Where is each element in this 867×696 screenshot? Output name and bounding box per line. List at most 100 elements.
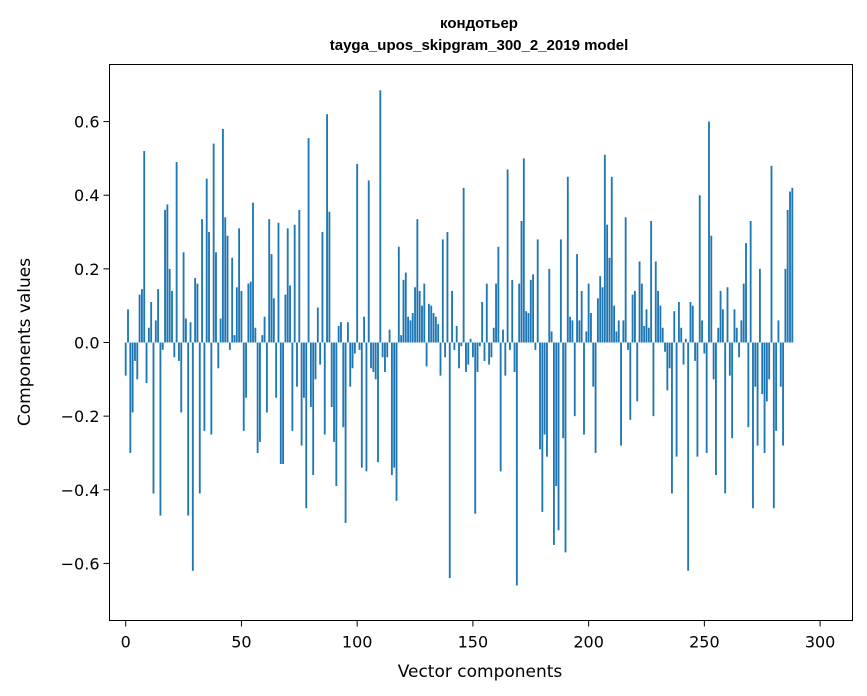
y-tick-label: 0.0	[74, 334, 99, 353]
bar-207	[603, 154, 606, 343]
bar-81	[312, 342, 315, 476]
bar-167	[511, 279, 514, 343]
bar-27	[187, 342, 190, 516]
bar-139	[446, 232, 449, 343]
bar-18	[166, 204, 169, 343]
bar-231	[659, 305, 662, 343]
bar-26	[184, 318, 187, 343]
bar-64	[272, 298, 275, 343]
bar-249	[701, 320, 703, 343]
bar-276	[763, 342, 766, 453]
bar-156	[485, 283, 488, 343]
x-tick-label: 150	[458, 633, 489, 652]
bar-135	[437, 324, 440, 343]
bar-270	[749, 220, 752, 343]
bar-73	[293, 224, 296, 343]
y-tick-label: −0.2	[61, 407, 100, 426]
bar-155	[483, 342, 486, 361]
bar-244	[689, 302, 692, 343]
bar-172	[522, 158, 525, 343]
bar-131	[427, 303, 430, 343]
bar-132	[430, 305, 433, 343]
bar-263	[733, 309, 736, 343]
bar-233	[664, 342, 666, 352]
bar-250	[703, 342, 706, 354]
bar-98	[351, 342, 354, 369]
bar-89	[330, 342, 333, 407]
bar-103	[363, 316, 366, 343]
bar-67	[279, 342, 282, 465]
bar-101	[358, 342, 361, 350]
bar-9	[145, 342, 148, 383]
bar-180	[541, 342, 544, 512]
bar-120	[402, 279, 405, 343]
bar-275	[761, 342, 764, 395]
bar-7	[140, 289, 143, 343]
y-tick-label: −0.4	[61, 481, 100, 500]
bar-239	[677, 302, 680, 343]
bar-34	[203, 342, 206, 431]
bar-173	[525, 311, 528, 343]
bar-159	[492, 327, 495, 343]
bar-216	[624, 217, 627, 343]
bar-66	[277, 222, 280, 343]
bar-97	[349, 342, 352, 387]
bar-209	[608, 257, 611, 343]
bar-121	[404, 272, 407, 343]
bar-259	[724, 342, 727, 494]
bar-279	[770, 165, 773, 343]
bar-23	[178, 342, 180, 361]
bar-134	[434, 316, 437, 343]
bar-147	[465, 342, 467, 372]
bar-141	[451, 290, 453, 343]
bar-21	[173, 342, 176, 358]
bar-170	[518, 283, 521, 343]
bar-127	[418, 290, 421, 343]
bar-100	[356, 163, 359, 343]
bar-32	[198, 342, 201, 494]
bar-57	[256, 342, 259, 453]
bar-125	[414, 287, 416, 343]
bar-110	[379, 90, 382, 343]
bar-157	[488, 342, 491, 365]
bar-68	[282, 342, 285, 465]
bar-54	[249, 281, 252, 343]
bar-72	[291, 342, 294, 431]
bar-20	[171, 290, 173, 343]
bar-102	[360, 342, 363, 468]
bar-6	[138, 294, 141, 343]
bar-45	[228, 342, 231, 350]
x-tick-label: 250	[689, 633, 720, 652]
bar-115	[390, 342, 393, 476]
x-tick-label: 50	[231, 633, 251, 652]
bar-200	[587, 283, 590, 343]
bar-195	[576, 254, 578, 343]
bar-262	[731, 342, 734, 439]
bar-272	[754, 342, 757, 387]
bar-287	[789, 191, 791, 343]
bar-198	[583, 342, 585, 435]
bar-261	[728, 342, 731, 376]
bar-234	[666, 342, 669, 391]
bar-75	[298, 209, 301, 343]
bar-51	[242, 342, 245, 431]
bar-215	[622, 320, 625, 343]
bar-38	[212, 143, 215, 343]
bar-56	[254, 327, 257, 343]
bar-236	[671, 342, 673, 494]
bar-194	[573, 342, 576, 417]
bar-138	[444, 342, 447, 358]
bar-28	[189, 322, 192, 343]
bar-192	[569, 316, 572, 343]
bar-183	[548, 268, 551, 343]
bar-128	[421, 305, 423, 343]
bar-187	[557, 342, 560, 531]
bar-130	[425, 342, 428, 367]
x-tick-label: 200	[573, 633, 604, 652]
bar-204	[596, 298, 599, 343]
bar-166	[509, 342, 511, 350]
bar-92	[337, 325, 340, 343]
bar-88	[328, 211, 331, 343]
bar-257	[719, 290, 722, 343]
